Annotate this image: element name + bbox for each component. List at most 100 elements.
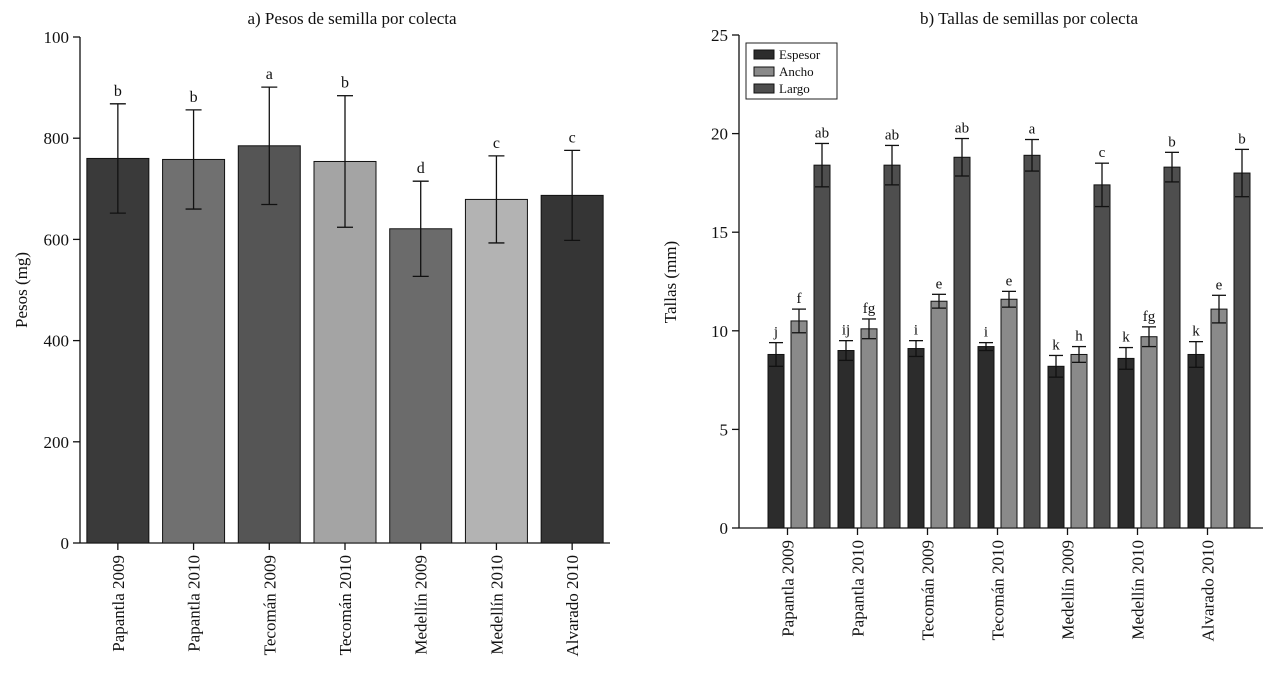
- chart-b-bar-ancho: [1210, 308, 1228, 529]
- chart-b-letter: h: [1075, 329, 1083, 345]
- legend-swatch-espesor: [753, 49, 775, 60]
- chart-b-bar-ancho: [790, 320, 808, 529]
- chart-a-bar: [464, 198, 528, 544]
- chart-b-letter: i: [984, 325, 988, 341]
- chart-b-y-tick-label: 0: [720, 519, 729, 538]
- chart-a-x-tick-labels: Papantla 2009 Papantla 2010 Tecomán 2009 Te…: [109, 543, 582, 657]
- chart-b-x-tick-label: Medellín 2010: [1129, 540, 1148, 640]
- chart-b-bar-espesor: [1187, 353, 1205, 529]
- chart-a-letter: b: [114, 83, 122, 100]
- chart-b-y-tick-label: 5: [720, 420, 729, 439]
- chart-a-x-tick-label: Tecomán 2009: [260, 555, 279, 655]
- chart-b-title: b) Tallas de semillas por colecta: [920, 9, 1138, 28]
- chart-b-x-tick-label: Tecomán 2010: [989, 540, 1008, 640]
- chart-a-letter: b: [190, 89, 198, 106]
- chart-a-letter: d: [417, 160, 425, 177]
- chart-a-bars: [86, 145, 604, 544]
- chart-b-x-tick-label: Papantla 2010: [849, 540, 868, 637]
- chart-b-y-tick-label: 25: [711, 26, 728, 45]
- chart-b-bar-ancho: [860, 328, 878, 529]
- chart-b-letter: e: [1216, 277, 1223, 293]
- chart-b-letter: e: [936, 276, 943, 292]
- chart-b-bar-espesor: [977, 346, 995, 529]
- chart-b-bar-ancho: [1140, 336, 1158, 529]
- chart-a-x-tick-label: Papantla 2009: [109, 555, 128, 652]
- chart-a-y-tick-label: 800: [44, 129, 70, 148]
- chart-b-letter: ij: [842, 323, 850, 339]
- chart-b-bars: [767, 154, 1251, 529]
- chart-b-x-tick-label: Tecomán 2009: [919, 540, 938, 640]
- chart-b-bar-largo: [1023, 154, 1041, 529]
- chart-b-legend: Espesor Ancho Largo: [745, 42, 838, 100]
- legend-swatch-largo: [753, 83, 775, 94]
- chart-b-x-tick-label: Alvarado 2010: [1199, 540, 1218, 642]
- chart-b-bar-espesor: [1117, 357, 1135, 529]
- chart-a-y-axis-label: Pesos (mg): [12, 252, 31, 328]
- chart-a-letter: b: [341, 75, 349, 92]
- chart-b-bar-largo: [813, 164, 831, 529]
- chart-b-x-tick-label: Medellín 2009: [1059, 540, 1078, 640]
- chart-b-bar-ancho: [930, 300, 948, 529]
- chart-b-letter: fg: [1143, 309, 1156, 325]
- chart-a-letter: a: [266, 66, 273, 83]
- chart-b-bar-largo: [1093, 184, 1111, 529]
- chart-b-bar-largo: [1233, 172, 1251, 529]
- chart-b-x-tick-label: Papantla 2009: [779, 540, 798, 637]
- chart-b-bar-ancho: [1070, 353, 1088, 529]
- chart-b-letter: ab: [955, 121, 969, 137]
- chart-b-bar-espesor: [767, 353, 785, 529]
- chart-b-letter: j: [773, 325, 778, 341]
- chart-b-bar-largo: [1163, 166, 1181, 529]
- legend-label-espesor: Espesor: [779, 47, 821, 62]
- chart-b-letter: a: [1029, 122, 1036, 138]
- chart-a-y-tick-label: 0: [61, 534, 70, 553]
- chart-b-letter: k: [1122, 330, 1130, 346]
- chart-a-x-tick-label: Medellín 2010: [487, 555, 506, 655]
- chart-a-y-tick-label: 600: [44, 230, 70, 249]
- chart-a-bar: [237, 145, 301, 544]
- chart-b-bar-ancho: [1000, 298, 1018, 529]
- chart-b-letter: k: [1192, 324, 1200, 340]
- chart-a-error-bars: [109, 86, 581, 277]
- chart-b-bar-largo: [883, 164, 901, 529]
- chart-a-x-tick-label: Papantla 2010: [185, 555, 204, 652]
- chart-b-letter: k: [1052, 337, 1060, 353]
- legend-label-largo: Largo: [779, 81, 810, 96]
- legend-label-ancho: Ancho: [779, 64, 814, 79]
- chart-b-bar-espesor: [837, 350, 855, 529]
- chart-a-y-tick-label: 200: [44, 433, 70, 452]
- chart-b-letter: f: [797, 291, 802, 307]
- chart-b-y-tick-label: 10: [711, 322, 728, 341]
- chart-b-bar-largo: [953, 156, 971, 529]
- chart-b-letter: e: [1006, 273, 1013, 289]
- chart-a-title: a) Pesos de semilla por colecta: [247, 9, 457, 28]
- chart-b-letter: fg: [863, 301, 876, 317]
- chart-a-x-tick-label: Tecomán 2010: [336, 555, 355, 655]
- legend-swatch-ancho: [753, 66, 775, 77]
- chart-b-y-tick-label: 20: [711, 125, 728, 144]
- chart-b-bar-espesor: [1047, 365, 1065, 529]
- chart-a-y-tick-label: 100: [44, 28, 70, 47]
- chart-b-x-tick-labels: Papantla 2009 Papantla 2010 Tecomán 2009 Te…: [779, 528, 1218, 642]
- chart-b-letter: b: [1238, 131, 1246, 147]
- chart-b-y-tick-label: 15: [711, 223, 728, 242]
- chart-b-y-axis-label: Tallas (mm): [661, 241, 680, 323]
- chart-a-significance-letters: b b a b d c c: [114, 66, 576, 177]
- chart-a-letter: c: [569, 129, 576, 146]
- chart-b-bar-espesor: [907, 348, 925, 529]
- chart-a-x-tick-label: Medellín 2009: [412, 555, 431, 655]
- chart-a-bar: [540, 194, 604, 544]
- chart-a-x-tick-label: Alvarado 2010: [563, 555, 582, 657]
- chart-b-letter: ab: [815, 125, 829, 141]
- chart-b-error-bars: [769, 137, 1249, 378]
- chart-a-bar: [162, 158, 226, 544]
- chart-a-y-tick-label: 400: [44, 332, 70, 351]
- chart-b-seed-size: b) Tallas de semillas por colecta Tallas…: [661, 9, 1263, 642]
- chart-b-letter: i: [914, 323, 918, 339]
- chart-a-letter: c: [493, 135, 500, 152]
- chart-b-letter: b: [1168, 134, 1176, 150]
- chart-b-letter: c: [1099, 145, 1106, 161]
- chart-b-letter: ab: [885, 127, 899, 143]
- chart-a-bar: [86, 157, 150, 544]
